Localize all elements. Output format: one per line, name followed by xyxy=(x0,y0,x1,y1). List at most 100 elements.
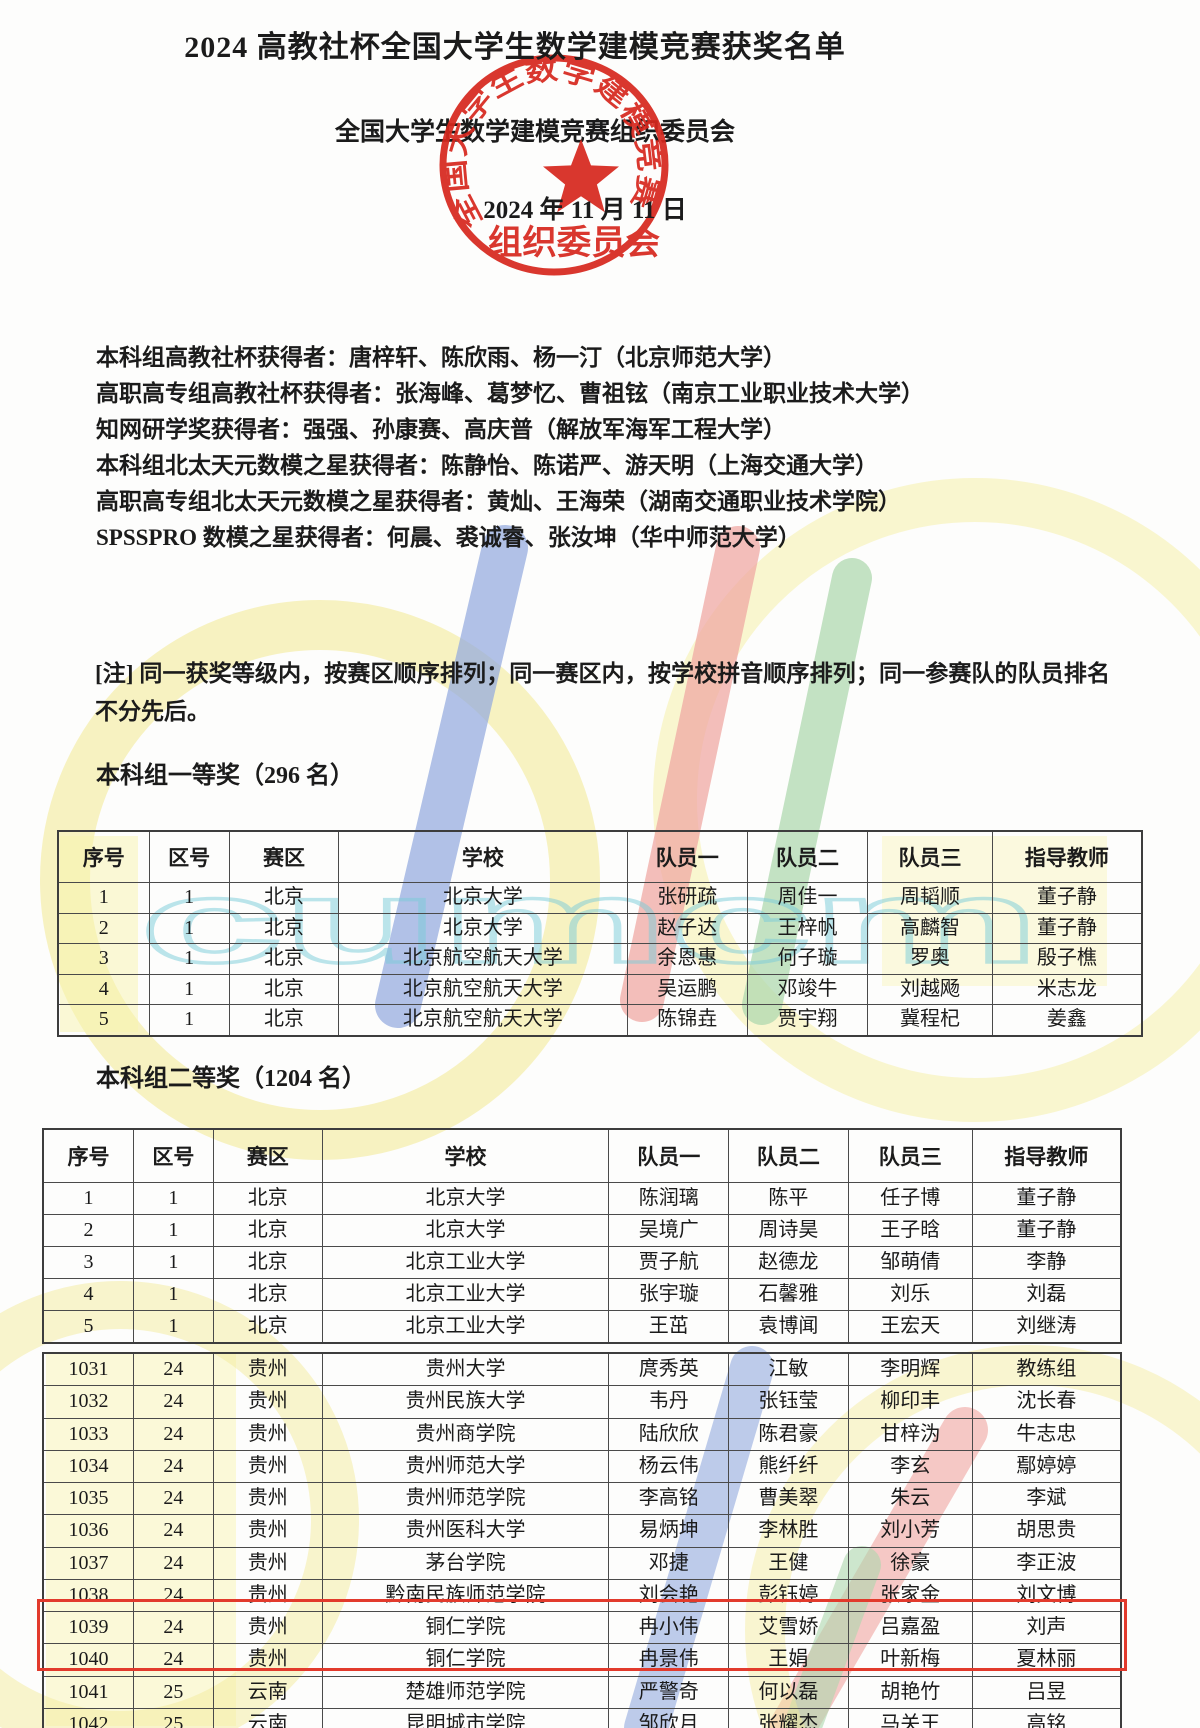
table-row: 2 1 北京 北京大学 吴境广 周诗昊 王子晗 董子静 xyxy=(42,1214,1122,1247)
column-header: 区号 xyxy=(148,830,230,883)
issuing-organization: 全国大学生数学建模竞赛组织委员会 xyxy=(334,119,735,146)
table-cell: 张家金 xyxy=(847,1578,973,1613)
table-row: 1031 24 贵州 贵州大学 庹秀英 江敏 李明辉 教练组 xyxy=(42,1352,1122,1387)
table-cell: 贵州 xyxy=(212,1578,323,1613)
column-header: 指导教师 xyxy=(991,830,1143,883)
document-date: 2024 年 11 月 11 日 xyxy=(483,197,687,224)
table-cell: 夏林丽 xyxy=(971,1643,1122,1677)
table-cell: 北京 xyxy=(228,912,340,945)
table-cell: 贵州 xyxy=(212,1385,323,1419)
column-header: 学校 xyxy=(338,830,628,883)
table-row: 3 1 北京 北京航空航天大学 余恩惠 何子璇 罗奥 殷子樵 xyxy=(57,943,1143,975)
column-header: 区号 xyxy=(133,1128,214,1183)
table-cell: 北京 xyxy=(212,1310,323,1344)
table-cell: 北京大学 xyxy=(321,1214,610,1247)
table-cell: 吕昱 xyxy=(971,1675,1122,1709)
table-header-row: 序号 区号 赛区 学校 队员一 队员二 队员三 指导教师 xyxy=(42,1128,1122,1183)
table-cell: 罗奥 xyxy=(867,943,993,975)
section-heading-second-prize: 本科组二等奖（1204 名） xyxy=(96,1066,366,1092)
table-row: 1033 24 贵州 贵州商学院 陆欣欣 陈君豪 甘梓沩 牛志忠 xyxy=(42,1417,1122,1451)
table-row: 1037 24 贵州 茅台学院 邓捷 王健 徐豪 李正波 xyxy=(42,1546,1122,1580)
table-cell: 贵州师范学院 xyxy=(321,1481,610,1516)
table-cell: 1 xyxy=(133,1246,214,1279)
special-awards-list: 本科组高教社杯获得者：唐梓轩、陈欣雨、杨一汀（北京师范大学） 高职高专组高教社杯… xyxy=(96,340,924,556)
table-cell: 张研疏 xyxy=(626,882,748,914)
table-cell: 1039 xyxy=(42,1610,135,1645)
table-cell: 冀程杞 xyxy=(867,1004,993,1037)
table-cell: 北京大学 xyxy=(338,912,628,945)
table-cell: 任子博 xyxy=(847,1182,973,1215)
table-row: 1032 24 贵州 贵州民族大学 韦丹 张钰莹 柳印丰 沈长春 xyxy=(42,1385,1122,1419)
table-cell: 易炳坤 xyxy=(608,1514,730,1548)
table-cell: 胡艳竹 xyxy=(847,1675,973,1709)
table-cell: 24 xyxy=(133,1514,214,1548)
table-cell: 陈君豪 xyxy=(728,1417,849,1451)
table-cell: 刘小芳 xyxy=(847,1514,973,1548)
table-row: 1042 25 云南 昆明城市学院 邹欣月 张耀杰 马关王 高铭 xyxy=(42,1707,1122,1728)
table-cell: 铜仁学院 xyxy=(321,1643,610,1677)
table-cell: 董子静 xyxy=(971,1214,1122,1247)
table-cell: 1036 xyxy=(42,1514,135,1548)
table-cell: 1 xyxy=(133,1310,214,1344)
table-cell: 石馨雅 xyxy=(728,1278,849,1311)
column-header: 赛区 xyxy=(228,830,340,883)
table-cell: 1 xyxy=(133,1182,214,1215)
table-cell: 1038 xyxy=(42,1578,135,1613)
table-cell: 贵州 xyxy=(212,1546,323,1580)
table-cell: 袁博闻 xyxy=(728,1310,849,1344)
table-cell: 贾子航 xyxy=(608,1246,730,1279)
table-cell: 教练组 xyxy=(971,1352,1122,1387)
table-cell: 刘声 xyxy=(971,1610,1122,1645)
table-cell: 北京 xyxy=(228,882,340,914)
column-header: 指导教师 xyxy=(971,1128,1122,1183)
column-header: 赛区 xyxy=(212,1128,323,1183)
table-cell: 3 xyxy=(42,1246,135,1279)
table-cell: 北京航空航天大学 xyxy=(338,973,628,1006)
table-cell: 1037 xyxy=(42,1546,135,1580)
table-cell: 2 xyxy=(42,1214,135,1247)
table-cell: 茅台学院 xyxy=(321,1546,610,1580)
table-cell: 贵州 xyxy=(212,1449,323,1484)
table-cell: 赵德龙 xyxy=(728,1246,849,1279)
column-header: 队员三 xyxy=(867,830,993,883)
table-cell: 北京 xyxy=(228,1004,340,1037)
table-cell: 殷子樵 xyxy=(991,943,1143,975)
table-cell: 北京工业大学 xyxy=(321,1246,610,1279)
second-prize-table-bottom: 1031 24 贵州 贵州大学 庹秀英 江敏 李明辉 教练组 1032 24 贵州 贵州民族大学 韦丹张… xyxy=(42,1352,1122,1728)
table-cell: 24 xyxy=(133,1643,214,1677)
table-row: 2 1 北京 北京大学 赵子达 王梓帆 高麟智 董子静 xyxy=(57,912,1143,945)
column-header: 队员二 xyxy=(728,1128,849,1183)
table-cell: 5 xyxy=(57,1004,150,1037)
table-cell: 贵州民族大学 xyxy=(321,1385,610,1419)
table-cell: 北京航空航天大学 xyxy=(338,1004,628,1037)
table-cell: 1 xyxy=(148,882,230,914)
table-cell: 1040 xyxy=(42,1643,135,1677)
table-cell: 陈平 xyxy=(728,1182,849,1215)
table-cell: 沈长春 xyxy=(971,1385,1122,1419)
table-row: 4 1 北京 北京航空航天大学 吴运鹏 邓竣牛 刘越飏 米志龙 xyxy=(57,973,1143,1006)
table-cell: 北京 xyxy=(212,1278,323,1311)
table-cell: 米志龙 xyxy=(991,973,1143,1006)
table-cell: 吕嘉盈 xyxy=(847,1610,973,1645)
table-cell: 4 xyxy=(57,973,150,1006)
table-cell: 徐豪 xyxy=(847,1546,973,1580)
seal-ring xyxy=(439,54,669,276)
column-header: 学校 xyxy=(321,1128,610,1183)
table-cell: 1035 xyxy=(42,1481,135,1516)
table-cell: 贵州大学 xyxy=(321,1352,610,1387)
table-cell: 1041 xyxy=(42,1675,135,1709)
table-cell: 贵州 xyxy=(212,1352,323,1387)
table-row: 1039 24 贵州 铜仁学院 冉小伟 艾雪娇 吕嘉盈 刘声 xyxy=(42,1610,1122,1645)
table-cell: 胡思贵 xyxy=(971,1514,1122,1548)
table-row: 1 1 北京 北京大学 张研疏 周佳一 周韬顺 董子静 xyxy=(57,882,1143,914)
table-cell: 贵州商学院 xyxy=(321,1417,610,1451)
table-cell: 北京 xyxy=(228,973,340,1006)
table-cell: 云南 xyxy=(212,1675,323,1709)
table-cell: 1033 xyxy=(42,1417,135,1451)
official-seal: 全国大学生数学建模竞赛 组织委员会 xyxy=(439,54,669,276)
table-cell: 北京 xyxy=(212,1214,323,1247)
table-cell: 刘文博 xyxy=(971,1578,1122,1613)
table-cell: 李正波 xyxy=(971,1546,1122,1580)
table-row: 1034 24 贵州 贵州师范大学 杨云伟 熊纤纤 李玄 鄢婷婷 xyxy=(42,1449,1122,1484)
table-row: 1040 24 贵州 铜仁学院 冉景伟 王娟 叶新梅 夏林丽 xyxy=(42,1643,1122,1677)
